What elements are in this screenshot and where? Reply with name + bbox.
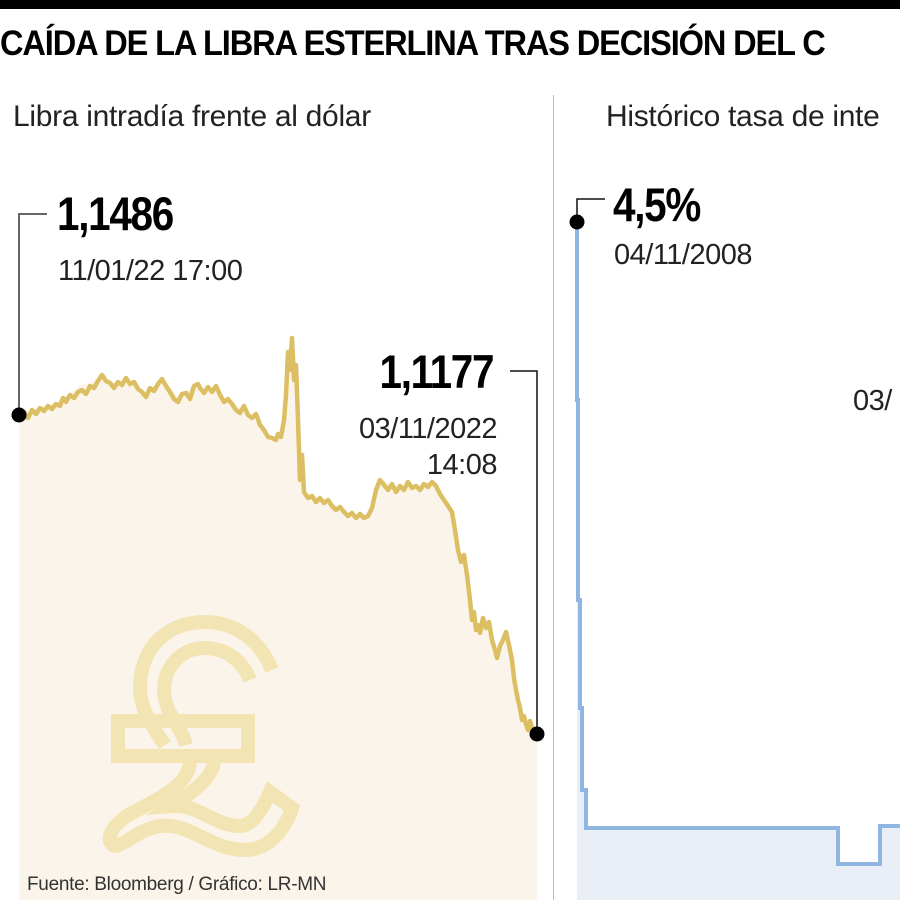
- end-date-label: 03/11/2022: [359, 413, 498, 445]
- rate-leader-line: [576, 198, 605, 222]
- left-chart: [11, 213, 545, 900]
- rate-start-marker: [569, 214, 585, 230]
- start-point-marker: [11, 407, 27, 423]
- start-leader-line: [18, 213, 47, 415]
- left-chart-subtitle: Libra intradía frente al dólar: [13, 100, 371, 133]
- pound-sterling-icon: [102, 614, 301, 858]
- rate-start-value-label: 4,5%: [613, 178, 701, 231]
- end-time-label: 14:08: [426, 449, 498, 481]
- end-value-label: 1,1177: [379, 345, 494, 398]
- rate-partial-date-label: 03/: [853, 385, 892, 417]
- rate-area-white-mask: [591, 222, 900, 828]
- source-caption: Fuente: Bloomberg / Gráfico: LR-MN: [27, 874, 327, 895]
- rate-step-line: [575, 222, 900, 866]
- start-value-label: 1,1486: [57, 187, 174, 240]
- page-title: CAÍDA DE LA LIBRA ESTERLINA TRAS DECISIÓ…: [0, 24, 826, 63]
- end-point-marker: [529, 726, 545, 742]
- start-date-label: 11/01/22 17:00: [58, 255, 243, 287]
- end-leader-line: [510, 370, 538, 734]
- rate-start-date-label: 04/11/2008: [614, 239, 753, 271]
- panel-divider: [553, 95, 554, 900]
- rate-area-fill: [577, 222, 900, 900]
- top-rule: [0, 0, 900, 9]
- gbp-line: [17, 335, 539, 736]
- right-chart: [569, 198, 900, 900]
- right-chart-subtitle: Histórico tasa de inte: [606, 100, 880, 133]
